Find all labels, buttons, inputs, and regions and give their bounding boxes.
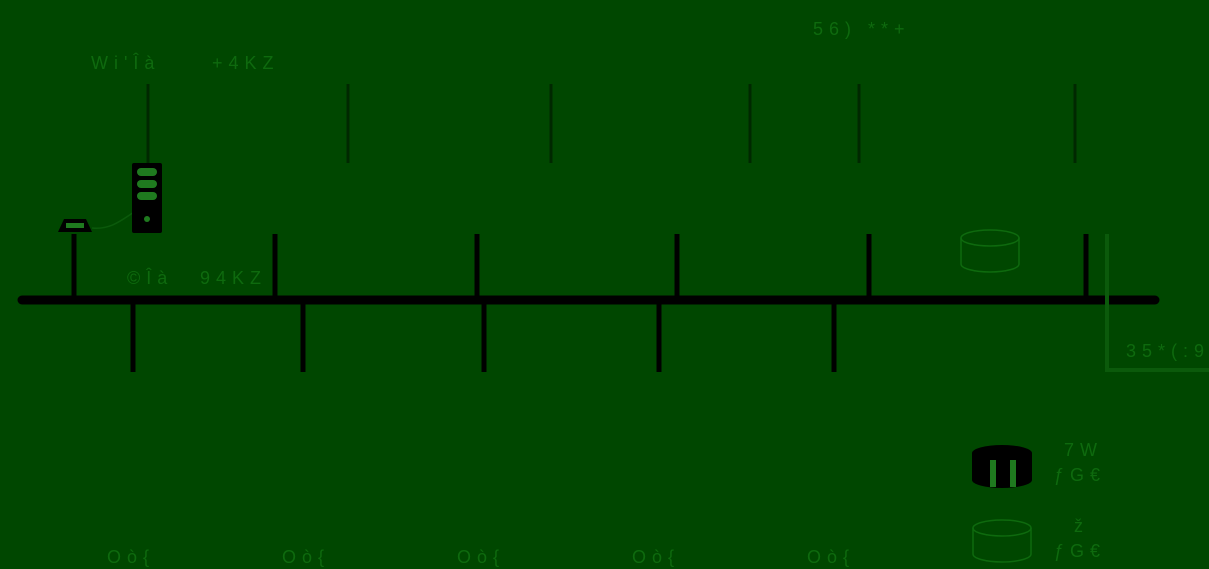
station-label: Oò{ xyxy=(457,547,506,567)
station-label: Oò{ xyxy=(632,547,681,567)
light-cylinder-icon xyxy=(972,519,1032,563)
top-right-label: 56) **+ xyxy=(813,19,911,39)
upper-taps xyxy=(71,234,1089,296)
terminal-icon xyxy=(58,219,92,232)
legend-top-label-a: 7W xyxy=(1064,440,1103,460)
legend-top-label-b: ƒG€ xyxy=(1054,465,1107,485)
terminal-cable xyxy=(91,211,135,229)
right-bracket-line xyxy=(1105,234,1209,372)
mid-left-label-b: 94KZ xyxy=(200,268,268,288)
server-icon xyxy=(132,163,162,233)
station-label: Oò{ xyxy=(807,547,856,567)
mid-left-label-a: ©Îà xyxy=(127,268,174,288)
right-edge-label: 35*(:9 xyxy=(1126,341,1209,361)
station-label: Oò{ xyxy=(282,547,331,567)
top-left-label-b: +4KZ xyxy=(212,53,280,73)
legend-bottom-label-a: ž xyxy=(1074,516,1089,536)
upper-drop-lines xyxy=(146,84,1077,163)
top-left-label-a: Wi'Îà xyxy=(91,53,161,73)
legend-bottom-label-b: ƒG€ xyxy=(1054,541,1107,561)
station-label: Oò{ xyxy=(107,547,156,567)
database-icon xyxy=(960,229,1020,273)
dark-cylinder-icon xyxy=(972,445,1032,488)
lower-taps xyxy=(130,304,837,372)
